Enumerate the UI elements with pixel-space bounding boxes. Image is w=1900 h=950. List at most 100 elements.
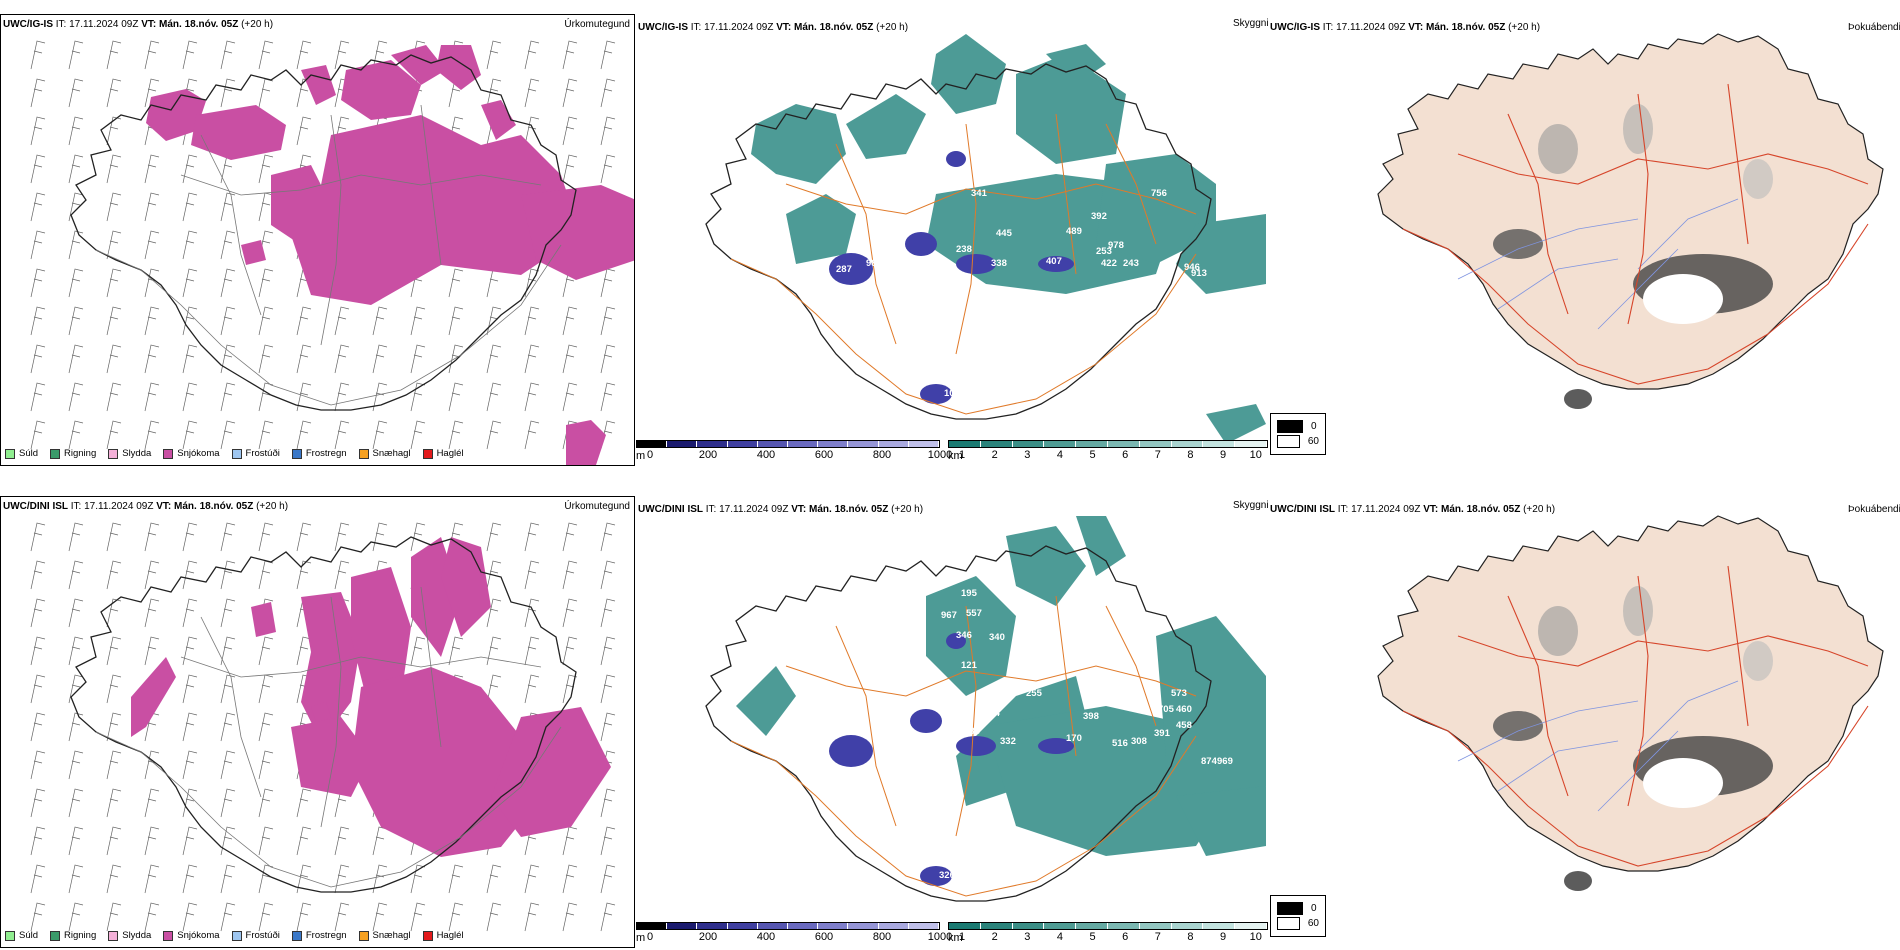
km-scale-1: 1 2 3 4 5 6 7 8 9 10 km xyxy=(948,440,1268,462)
wind-barb xyxy=(410,522,426,552)
panel-header: UWC/IG-IS IT: 17.11.2024 09Z VT: Mán. 18… xyxy=(638,22,909,33)
visibility-value-label: 969 xyxy=(1217,756,1233,767)
wind-barb xyxy=(410,902,426,932)
km-tick-label: 2 xyxy=(991,449,998,461)
wind-barb xyxy=(486,674,502,704)
wind-barb xyxy=(296,788,312,818)
wind-barb xyxy=(600,268,616,298)
wind-barb xyxy=(296,560,312,590)
precip-legend-item: Rigning xyxy=(50,930,96,941)
wind-barb xyxy=(106,750,122,780)
height-scale-ticks: 0 200 400 600 800 1000 xyxy=(636,930,952,944)
wind-barb xyxy=(220,522,236,552)
wind-barb xyxy=(30,560,46,590)
visibility-value-labels: 244 328 205 341 109 98 287 238 445 489 392 756 25397… xyxy=(836,128,1207,399)
wind-barb xyxy=(562,154,578,184)
wind-barb xyxy=(448,420,464,450)
precip-legend-item: Súld xyxy=(5,930,38,941)
wind-barb xyxy=(106,636,122,666)
wind-barb xyxy=(524,522,540,552)
wind-barb xyxy=(486,268,502,298)
wind-barb xyxy=(106,788,122,818)
height-tick-label: 0 xyxy=(646,931,654,943)
km-tick-label: 10 xyxy=(1249,931,1262,943)
wind-barb xyxy=(30,826,46,856)
wind-barb xyxy=(106,230,122,260)
fog-panel-1: UWC/IG-IS IT: 17.11.2024 09Z VT: Mán. 18… xyxy=(1268,14,1900,466)
height-scale-unit: m xyxy=(636,932,646,944)
visibility-value-label: 238 xyxy=(956,244,972,255)
legend-label: Snæhagl xyxy=(372,448,411,459)
fog-legend-2: 0 60 xyxy=(1270,895,1326,937)
wind-barb xyxy=(600,560,616,590)
legend-label: Haglél xyxy=(436,930,464,941)
wind-barb xyxy=(448,382,464,412)
km-tick-label: 7 xyxy=(1154,931,1161,943)
wind-barb xyxy=(220,674,236,704)
visibility-value-label: 255 xyxy=(1026,688,1043,699)
visibility-value-label: 326 xyxy=(939,870,955,881)
wind-barb xyxy=(524,636,540,666)
precip-legend-item: Snjókoma xyxy=(163,448,220,459)
km-tick-label: 1 xyxy=(958,449,966,461)
wind-barb xyxy=(258,674,274,704)
panel-title: Þokuábendi xyxy=(1848,504,1900,515)
wind-barb xyxy=(258,522,274,552)
wind-barb xyxy=(30,344,46,374)
wind-barb xyxy=(524,382,540,412)
wind-barb xyxy=(144,154,160,184)
wind-barb xyxy=(144,382,160,412)
wind-barb xyxy=(220,192,236,222)
legend-swatch xyxy=(108,448,119,459)
wind-barb xyxy=(258,826,274,856)
wind-barb xyxy=(562,826,578,856)
panel-header: UWC/DINI ISL IT: 17.11.2024 09Z VT: Mán.… xyxy=(3,501,289,512)
visibility-value-label: 913 xyxy=(1191,268,1207,279)
wind-barb xyxy=(182,750,198,780)
wind-barb xyxy=(106,306,122,336)
wind-barb xyxy=(106,712,122,742)
wind-barb xyxy=(296,344,312,374)
legend-label: Snjókoma xyxy=(177,930,220,941)
wind-barb xyxy=(144,750,160,780)
wind-barb xyxy=(68,902,84,932)
precip-legend-item: Frostregn xyxy=(291,448,347,459)
km-tick-label: 4 xyxy=(1056,449,1063,461)
wind-barb xyxy=(334,40,350,70)
visibility-value-label: 516 xyxy=(1112,738,1128,749)
height-tick-label: 1000 xyxy=(927,449,953,461)
iceland-coast xyxy=(705,63,1212,420)
wind-barb xyxy=(258,902,274,932)
km-tick-label: 7 xyxy=(1154,449,1161,461)
wind-barb xyxy=(524,598,540,628)
wind-barb xyxy=(372,864,388,894)
wind-barb xyxy=(600,78,616,108)
visibility-value-label: 121 xyxy=(961,660,978,671)
wind-barb xyxy=(220,40,236,70)
panel-title: Úrkomutegund xyxy=(564,501,630,512)
wind-barb xyxy=(524,116,540,146)
wind-barb xyxy=(68,750,84,780)
wind-barb xyxy=(600,40,616,70)
visibility-value-label: 340 xyxy=(989,632,1005,643)
visibility-value-label: 170 xyxy=(1066,733,1082,744)
visibility-value-label: 458 xyxy=(1176,720,1192,731)
wind-barb xyxy=(182,788,198,818)
wind-barb xyxy=(106,78,122,108)
wind-barb xyxy=(258,636,274,666)
height-scale-unit: m xyxy=(636,450,646,462)
wind-barb xyxy=(182,560,198,590)
wind-barb xyxy=(334,522,350,552)
km-tick-label: 5 xyxy=(1089,931,1096,943)
roads-red xyxy=(1402,565,1869,867)
wind-barb xyxy=(410,382,426,412)
legend-swatch xyxy=(422,930,433,941)
wind-barb xyxy=(182,864,198,894)
wind-barb xyxy=(144,78,160,108)
legend-swatch xyxy=(163,930,174,941)
wind-barb xyxy=(144,864,160,894)
wind-barb xyxy=(372,40,388,70)
visibility-value-label: 304 xyxy=(984,708,1001,719)
wind-barb xyxy=(410,864,426,894)
wind-barb xyxy=(182,712,198,742)
